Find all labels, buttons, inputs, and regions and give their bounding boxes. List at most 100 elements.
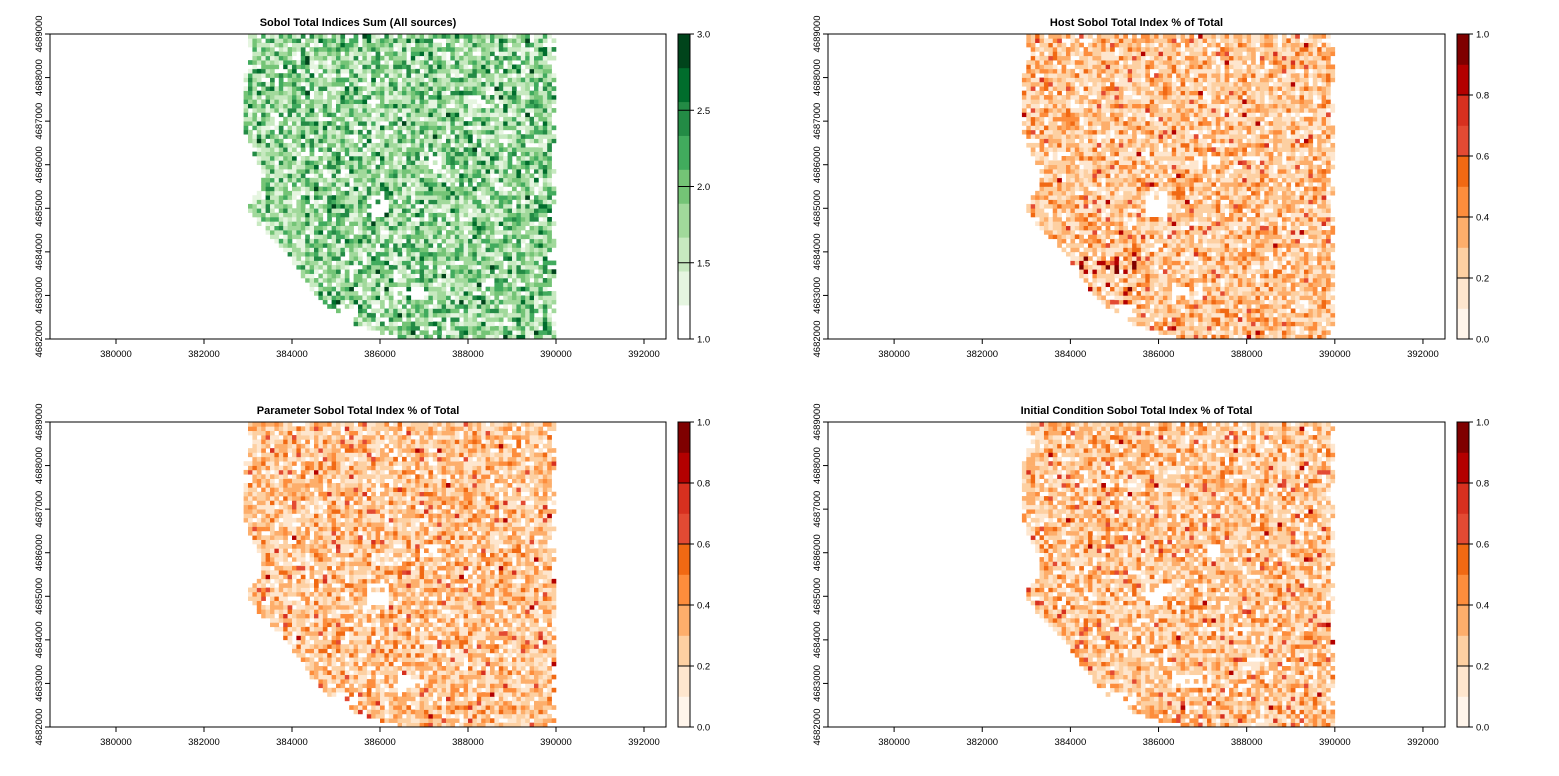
heatmap-cell	[494, 90, 500, 96]
heatmap-cell	[1207, 260, 1212, 266]
heatmap-cell	[344, 164, 350, 170]
heatmap-cell	[1202, 299, 1208, 305]
heatmap-cell	[314, 217, 319, 222]
heatmap-cell	[331, 55, 337, 61]
heatmap-cell	[534, 256, 539, 261]
heatmap-cell	[296, 221, 302, 227]
heatmap-cell	[432, 77, 438, 83]
heatmap-cell	[529, 304, 535, 309]
heatmap-cell	[384, 295, 390, 301]
heatmap-cell	[1321, 317, 1327, 322]
heatmap-cell	[472, 230, 478, 235]
heatmap-cell	[432, 251, 438, 257]
heatmap-cell	[415, 138, 420, 144]
heatmap-cell	[542, 234, 548, 240]
heatmap-cell	[1079, 264, 1084, 270]
heatmap-cell	[547, 221, 552, 227]
heatmap-cell	[1118, 243, 1124, 248]
heatmap-cell	[265, 121, 271, 126]
heatmap-cell	[534, 86, 539, 91]
heatmap-cell	[397, 251, 403, 257]
heatmap-cell	[270, 182, 275, 187]
heatmap-cell	[428, 269, 434, 274]
heatmap-cell	[454, 90, 460, 96]
heatmap-cell	[542, 243, 548, 248]
heatmap-cell	[1215, 278, 1221, 283]
heatmap-cell	[1220, 325, 1225, 331]
heatmap-cell	[1229, 264, 1234, 270]
heatmap-cell	[419, 99, 425, 105]
heatmap-cell	[388, 47, 394, 52]
heatmap-cell	[476, 60, 482, 65]
heatmap-cell	[397, 42, 403, 48]
heatmap-cell	[498, 317, 504, 322]
heatmap-cell	[490, 199, 495, 205]
heatmap-cell	[490, 129, 495, 135]
heatmap-cell	[542, 217, 548, 222]
heatmap-cell	[358, 138, 363, 144]
heatmap-cell	[428, 225, 434, 231]
heatmap-cell	[402, 60, 407, 65]
heatmap-cell	[472, 195, 478, 200]
heatmap-cell	[1127, 251, 1133, 257]
heatmap-cell	[498, 321, 504, 327]
heatmap-cell	[362, 225, 368, 231]
heatmap-cell	[362, 208, 368, 213]
heatmap-cell	[485, 160, 491, 166]
heatmap-cell	[349, 243, 354, 248]
heatmap-cell	[450, 112, 456, 118]
heatmap-cell	[248, 81, 253, 87]
heatmap-cell	[366, 173, 372, 179]
heatmap-cell	[529, 147, 535, 152]
heatmap-cell	[358, 256, 363, 261]
heatmap-cell	[547, 47, 552, 52]
heatmap-cell	[415, 230, 420, 235]
heatmap-cell	[490, 238, 495, 244]
heatmap-cell	[1162, 317, 1168, 322]
heatmap-cell	[344, 203, 350, 209]
heatmap-cell	[419, 251, 425, 257]
heatmap-cell	[397, 317, 403, 322]
heatmap-cell	[327, 260, 332, 266]
heatmap-cell	[261, 203, 266, 209]
heatmap-cell	[309, 151, 315, 157]
heatmap-cell	[1207, 299, 1212, 305]
heatmap-cell	[375, 190, 381, 196]
heatmap-cell	[358, 169, 363, 174]
heatmap-cell	[1290, 282, 1296, 288]
heatmap-cell	[331, 138, 337, 144]
heatmap-cell	[349, 99, 354, 105]
heatmap-cell	[547, 125, 552, 131]
heatmap-cell	[424, 273, 429, 279]
heatmap-cell	[512, 186, 517, 192]
heatmap-cell	[384, 73, 390, 78]
heatmap-cell	[1268, 325, 1274, 331]
heatmap-cell	[384, 182, 390, 187]
heatmap-cell	[424, 251, 429, 257]
heatmap-cell	[305, 186, 310, 192]
heatmap-cell	[375, 182, 381, 187]
heatmap-cell	[441, 129, 447, 135]
heatmap-cell	[441, 256, 447, 261]
heatmap-cell	[1303, 312, 1309, 318]
heatmap-cell	[490, 251, 495, 257]
heatmap-cell	[494, 129, 500, 135]
heatmap-cell	[331, 208, 337, 213]
heatmap-cell	[1083, 256, 1089, 261]
heatmap-cell	[1290, 264, 1296, 270]
heatmap-cell	[375, 238, 381, 244]
heatmap-cell	[494, 334, 500, 340]
heatmap-cell	[305, 217, 310, 222]
heatmap-cell	[1277, 251, 1283, 257]
heatmap-cell	[534, 138, 539, 144]
heatmap-cell	[1277, 256, 1283, 261]
heatmap-cell	[459, 264, 464, 270]
heatmap-cell	[547, 51, 552, 57]
heatmap-cell	[1101, 238, 1106, 244]
heatmap-cell	[1277, 247, 1283, 253]
heatmap-cell	[1132, 251, 1137, 257]
heatmap-cell	[494, 73, 500, 78]
heatmap-cell	[393, 64, 398, 70]
heatmap-cell	[1136, 243, 1142, 248]
heatmap-cell	[1189, 325, 1195, 331]
